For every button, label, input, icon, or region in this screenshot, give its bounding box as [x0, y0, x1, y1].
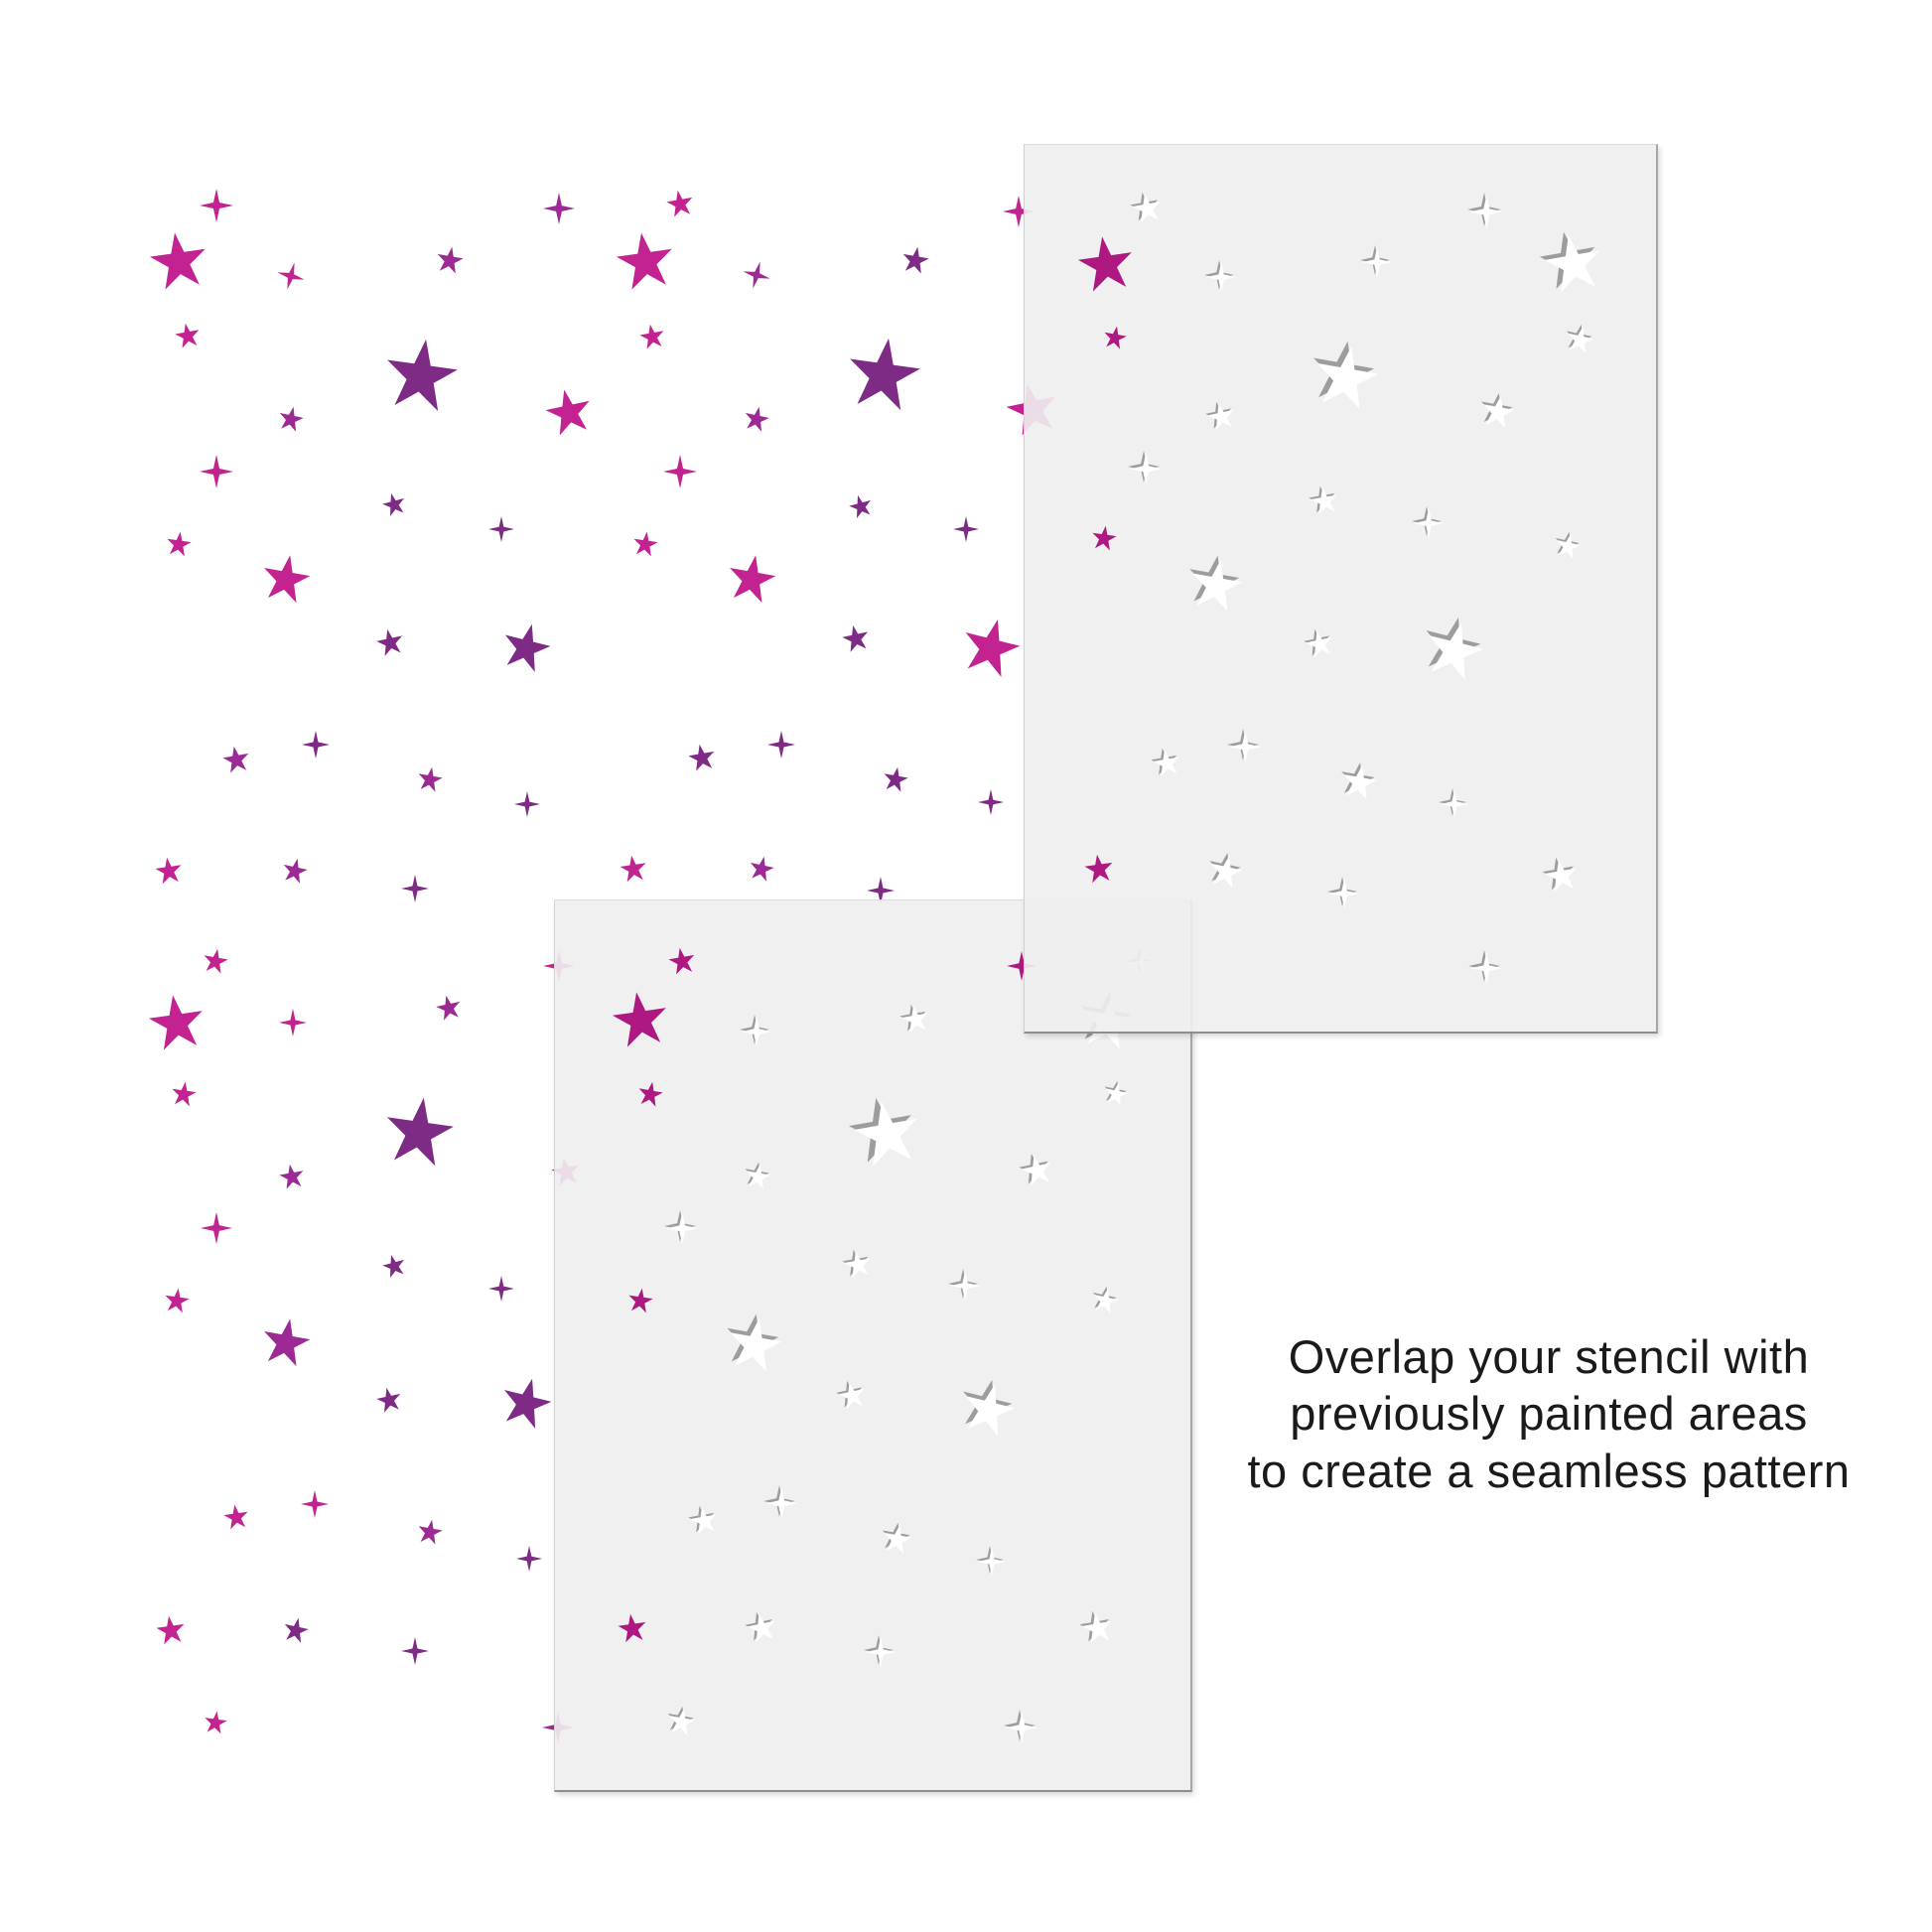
painted-star: [514, 791, 540, 817]
painted-star: [221, 1502, 250, 1531]
painted-star: [740, 258, 773, 292]
painted-star: [494, 1371, 557, 1434]
painted-star: [434, 244, 466, 276]
painted-star: [169, 1079, 198, 1108]
painted-star: [200, 455, 233, 488]
painted-star: [541, 384, 598, 441]
painted-star: [767, 731, 795, 759]
painted-star: [742, 404, 772, 435]
painted-star: [401, 875, 429, 902]
painted-star: [373, 625, 406, 658]
painted-star: [841, 332, 926, 417]
painted-star: [281, 1615, 312, 1646]
painted-star: [488, 516, 514, 542]
painted-star: [496, 618, 557, 678]
painted-star: [200, 189, 233, 222]
painted-star: [201, 946, 230, 976]
painted-star: [488, 1276, 514, 1302]
painted-star: [686, 742, 718, 773]
painted-star: [953, 516, 979, 542]
painted-star: [899, 244, 931, 276]
painted-star: [202, 1709, 228, 1735]
painted-star: [415, 1517, 445, 1547]
painted-star: [612, 227, 679, 295]
painted-star: [415, 764, 445, 794]
painted-star: [723, 550, 780, 608]
painted-star: [955, 612, 1028, 684]
stencil-sheet-1: [1024, 144, 1658, 1034]
painted-star: [302, 731, 330, 759]
painted-star: [379, 1251, 408, 1280]
painted-star: [378, 1091, 459, 1172]
painted-star: [274, 259, 308, 293]
painted-star: [664, 188, 696, 219]
painted-star: [378, 333, 464, 418]
painted-star: [543, 193, 575, 224]
painted-star: [374, 1385, 405, 1416]
painted-star: [276, 404, 307, 435]
painted-star: [201, 1212, 232, 1244]
painted-star: [257, 1313, 315, 1371]
painted-star: [846, 491, 875, 520]
painted-star: [257, 550, 315, 608]
instruction-text: Overlap your stencil with previously pai…: [1247, 1330, 1851, 1497]
painted-star: [277, 1162, 307, 1191]
painted-star: [637, 322, 667, 351]
painted-star: [220, 744, 252, 775]
painted-star: [301, 1490, 329, 1518]
painted-star: [401, 1637, 429, 1665]
painted-star: [516, 1546, 542, 1572]
painted-star: [144, 990, 209, 1055]
painted-star: [154, 1613, 188, 1647]
painted-star: [839, 621, 872, 654]
painted-star: [618, 853, 649, 885]
painted-star: [978, 789, 1004, 815]
painted-star: [663, 455, 697, 488]
painted-star: [162, 1286, 191, 1314]
painted-star: [280, 856, 311, 887]
painted-star: [630, 529, 659, 558]
painted-star: [434, 993, 465, 1024]
painted-star: [747, 854, 777, 885]
painted-star: [153, 855, 185, 887]
painted-star: [164, 529, 193, 558]
painted-star: [279, 1009, 307, 1036]
painted-star: [173, 321, 203, 350]
painted-star: [881, 764, 910, 794]
painted-star: [379, 489, 408, 518]
painted-star: [145, 227, 212, 295]
